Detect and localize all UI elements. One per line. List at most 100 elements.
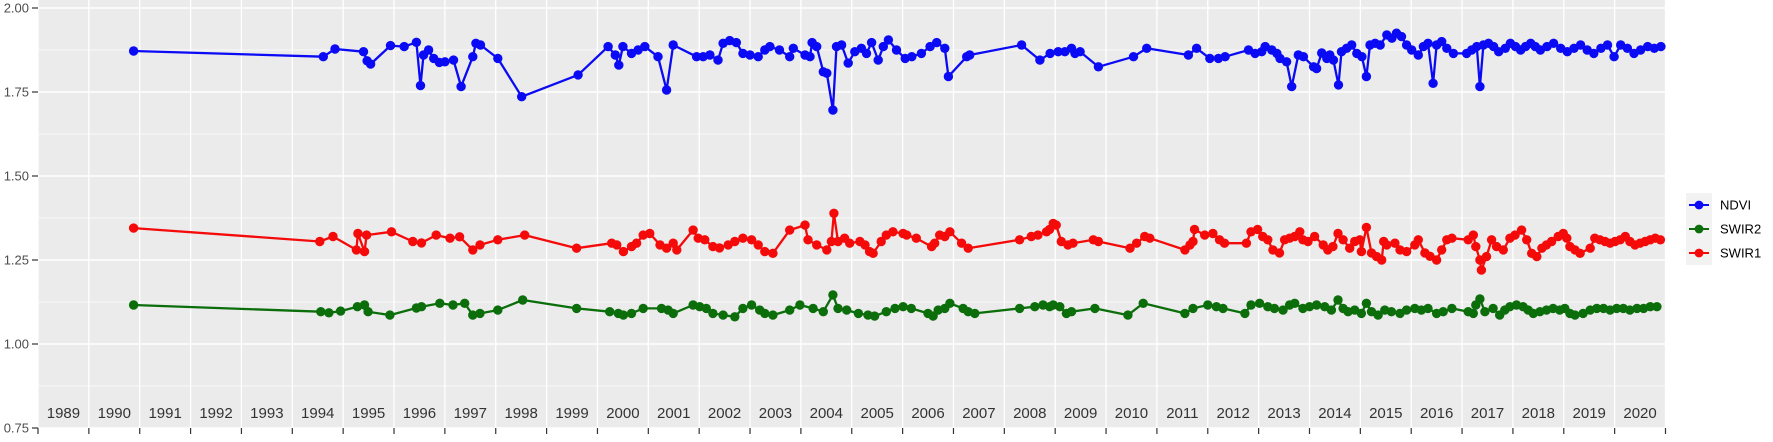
series-point-SWIR1 xyxy=(1208,228,1218,239)
series-point-NDVI xyxy=(805,52,815,62)
series-point-NDVI xyxy=(1183,50,1194,60)
series-point-NDVI xyxy=(965,50,975,60)
x-axis-label-1999: 1999 xyxy=(555,405,588,422)
series-point-SWIR1 xyxy=(822,245,832,255)
series-point-SWIR2 xyxy=(128,300,139,310)
series-point-SWIR2 xyxy=(1401,305,1412,315)
series-point-SWIR2 xyxy=(730,312,740,322)
series-point-SWIR1 xyxy=(1241,238,1252,248)
series-point-SWIR1 xyxy=(520,230,530,240)
series-point-SWIR2 xyxy=(324,308,334,318)
x-axis-label-2015: 2015 xyxy=(1369,405,1402,422)
series-point-SWIR2 xyxy=(335,306,346,316)
series-point-SWIR2 xyxy=(1180,308,1190,319)
series-point-SWIR1 xyxy=(1356,246,1367,257)
x-axis-label-2016: 2016 xyxy=(1420,405,1453,422)
series-point-SWIR2 xyxy=(1356,308,1367,319)
series-point-NDVI xyxy=(861,48,872,59)
series-point-NDVI xyxy=(822,68,832,78)
x-axis-label-1996: 1996 xyxy=(403,405,436,422)
series-point-SWIR1 xyxy=(1522,235,1532,245)
series-point-NDVI xyxy=(318,52,328,62)
series-point-SWIR1 xyxy=(1263,235,1273,245)
series-point-NDVI xyxy=(828,105,838,115)
series-point-SWIR1 xyxy=(351,245,362,255)
series-point-SWIR1 xyxy=(445,233,455,243)
series-point-NDVI xyxy=(614,60,624,70)
series-point-SWIR2 xyxy=(448,300,458,310)
series-point-SWIR1 xyxy=(359,246,370,257)
series-point-SWIR2 xyxy=(605,307,615,317)
series-point-NDVI xyxy=(640,41,650,52)
series-point-SWIR2 xyxy=(842,305,852,315)
series-point-SWIR2 xyxy=(1014,303,1025,314)
series-point-NDVI xyxy=(456,81,466,92)
series-point-NDVI xyxy=(1191,43,1202,53)
series-point-SWIR2 xyxy=(1030,302,1040,312)
x-axis-label-1994: 1994 xyxy=(301,405,334,422)
series-point-SWIR1 xyxy=(1437,245,1447,255)
series-point-NDVI xyxy=(1413,50,1424,60)
x-axis-label-2013: 2013 xyxy=(1267,405,1300,422)
series-point-SWIR2 xyxy=(808,303,818,314)
series-point-SWIR1 xyxy=(738,233,748,243)
series-point-SWIR1 xyxy=(1093,236,1104,247)
series-point-SWIR1 xyxy=(618,246,629,257)
series-point-NDVI xyxy=(573,70,583,80)
series-point-NDVI xyxy=(765,41,775,52)
series-point-SWIR1 xyxy=(800,220,810,230)
series-point-SWIR1 xyxy=(475,240,485,250)
series-point-NDVI xyxy=(399,41,409,52)
series-point-SWIR1 xyxy=(911,233,921,243)
series-point-NDVI xyxy=(603,41,613,52)
x-axis-label-2004: 2004 xyxy=(810,405,843,422)
series-point-SWIR1 xyxy=(1274,248,1285,258)
series-point-NDVI xyxy=(1053,47,1063,57)
series-point-SWIR2 xyxy=(1578,308,1588,319)
series-point-NDVI xyxy=(866,37,877,48)
x-axis-label-2007: 2007 xyxy=(962,405,995,422)
x-axis-label-2010: 2010 xyxy=(1115,405,1148,422)
series-point-NDVI xyxy=(1142,43,1152,53)
series-point-NDVI xyxy=(705,50,715,60)
series-point-SWIR1 xyxy=(315,236,325,247)
series-point-SWIR2 xyxy=(1361,298,1372,308)
x-axis-label-1998: 1998 xyxy=(504,405,537,422)
series-point-SWIR2 xyxy=(1386,307,1397,317)
series-point-SWIR2 xyxy=(1326,305,1337,315)
series-point-SWIR1 xyxy=(493,235,503,245)
series-point-SWIR1 xyxy=(746,235,757,245)
series-point-NDVI xyxy=(415,80,426,91)
series-point-SWIR1 xyxy=(1189,224,1200,235)
series-point-SWIR2 xyxy=(1254,298,1265,308)
series-point-NDVI xyxy=(1347,40,1357,50)
series-point-SWIR1 xyxy=(1413,235,1424,245)
series-point-SWIR1 xyxy=(1575,248,1585,258)
series-point-SWIR1 xyxy=(1131,238,1142,248)
series-point-SWIR2 xyxy=(618,310,629,320)
series-point-SWIR1 xyxy=(1486,235,1497,245)
series-point-NDVI xyxy=(1328,55,1339,65)
x-axis-label-2002: 2002 xyxy=(708,405,741,422)
series-point-SWIR1 xyxy=(645,228,655,239)
series-point-SWIR2 xyxy=(518,295,528,305)
series-point-NDVI xyxy=(1609,52,1619,62)
series-point-NDVI xyxy=(891,45,902,55)
series-point-SWIR1 xyxy=(1295,227,1305,237)
series-point-SWIR2 xyxy=(1652,302,1662,312)
series-point-SWIR2 xyxy=(1290,298,1300,308)
series-point-SWIR2 xyxy=(718,310,728,320)
series-point-NDVI xyxy=(1589,48,1599,59)
series-point-SWIR1 xyxy=(416,238,427,248)
x-axis-label-1992: 1992 xyxy=(199,405,232,422)
series-point-SWIR2 xyxy=(760,308,770,319)
series-point-NDVI xyxy=(1205,53,1215,64)
series-point-SWIR2 xyxy=(1645,302,1655,312)
series-point-SWIR2 xyxy=(475,308,485,319)
series-point-SWIR2 xyxy=(638,303,648,314)
series-point-SWIR1 xyxy=(753,240,763,250)
series-point-SWIR2 xyxy=(1592,303,1602,314)
series-point-SWIR1 xyxy=(468,245,478,255)
